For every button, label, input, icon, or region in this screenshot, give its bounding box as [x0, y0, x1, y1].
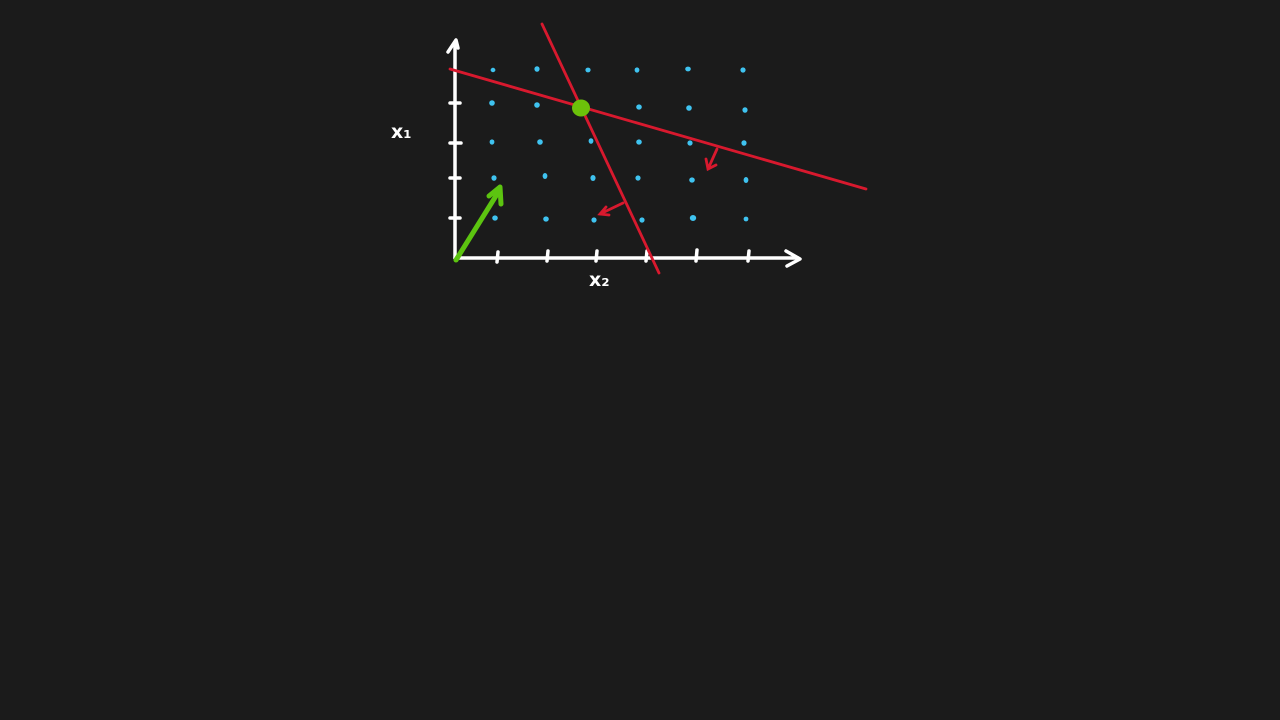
vertical-axis-label: x₁ — [391, 121, 412, 143]
optimum-dot — [572, 99, 590, 117]
lattice-point — [741, 140, 747, 146]
lattice-point — [489, 139, 495, 145]
lattice-point — [590, 175, 596, 181]
lattice-point — [742, 107, 748, 113]
lattice-point — [686, 105, 692, 111]
lattice-point — [585, 67, 591, 73]
lattice-point — [534, 66, 540, 72]
lattice-point — [740, 67, 746, 73]
horizontal-axis-arrowhead — [784, 249, 802, 268]
vertical-axis-ticks — [448, 101, 463, 220]
x-tick — [694, 248, 699, 263]
constraint-line-steep — [540, 22, 661, 275]
lattice-point — [743, 216, 749, 222]
objective-arrow-shaft — [453, 188, 502, 263]
horizontal-axis-label: x₂ — [589, 269, 610, 291]
vertical-axis-arrowhead — [446, 38, 460, 54]
lattice-point — [689, 215, 697, 221]
lattice-point — [685, 66, 691, 72]
horizontal-axis-ticks — [495, 248, 751, 264]
lattice-point — [591, 217, 597, 223]
objective-arrowhead — [486, 184, 504, 207]
lattice-point — [542, 173, 548, 179]
feasible-side-arrow — [597, 201, 625, 217]
x-tick — [545, 249, 550, 263]
lattice-point — [490, 67, 496, 73]
lattice-point — [689, 177, 695, 183]
lattice-point — [639, 217, 645, 223]
lattice-point — [635, 175, 641, 181]
lattice-point — [634, 67, 640, 73]
lattice-points — [489, 66, 749, 223]
lattice-point — [492, 215, 498, 221]
lattice-point — [537, 139, 543, 145]
x-tick — [594, 249, 599, 263]
lattice-point — [489, 100, 495, 106]
lattice-point — [687, 140, 693, 146]
lattice-point — [491, 175, 497, 181]
feasible-side-arrow — [704, 147, 719, 172]
objective-direction — [453, 184, 504, 263]
x-tick — [746, 249, 751, 263]
constraints — [448, 22, 868, 275]
x-tick — [644, 249, 649, 263]
lattice-point — [743, 177, 749, 183]
lattice-point — [543, 216, 549, 222]
x-tick — [495, 250, 500, 264]
lattice-point — [636, 139, 642, 145]
axes — [446, 38, 802, 268]
lattice-point — [534, 102, 540, 108]
lattice-point — [636, 104, 642, 110]
lattice-point — [588, 138, 594, 144]
constraint-line-shallow — [448, 67, 868, 191]
